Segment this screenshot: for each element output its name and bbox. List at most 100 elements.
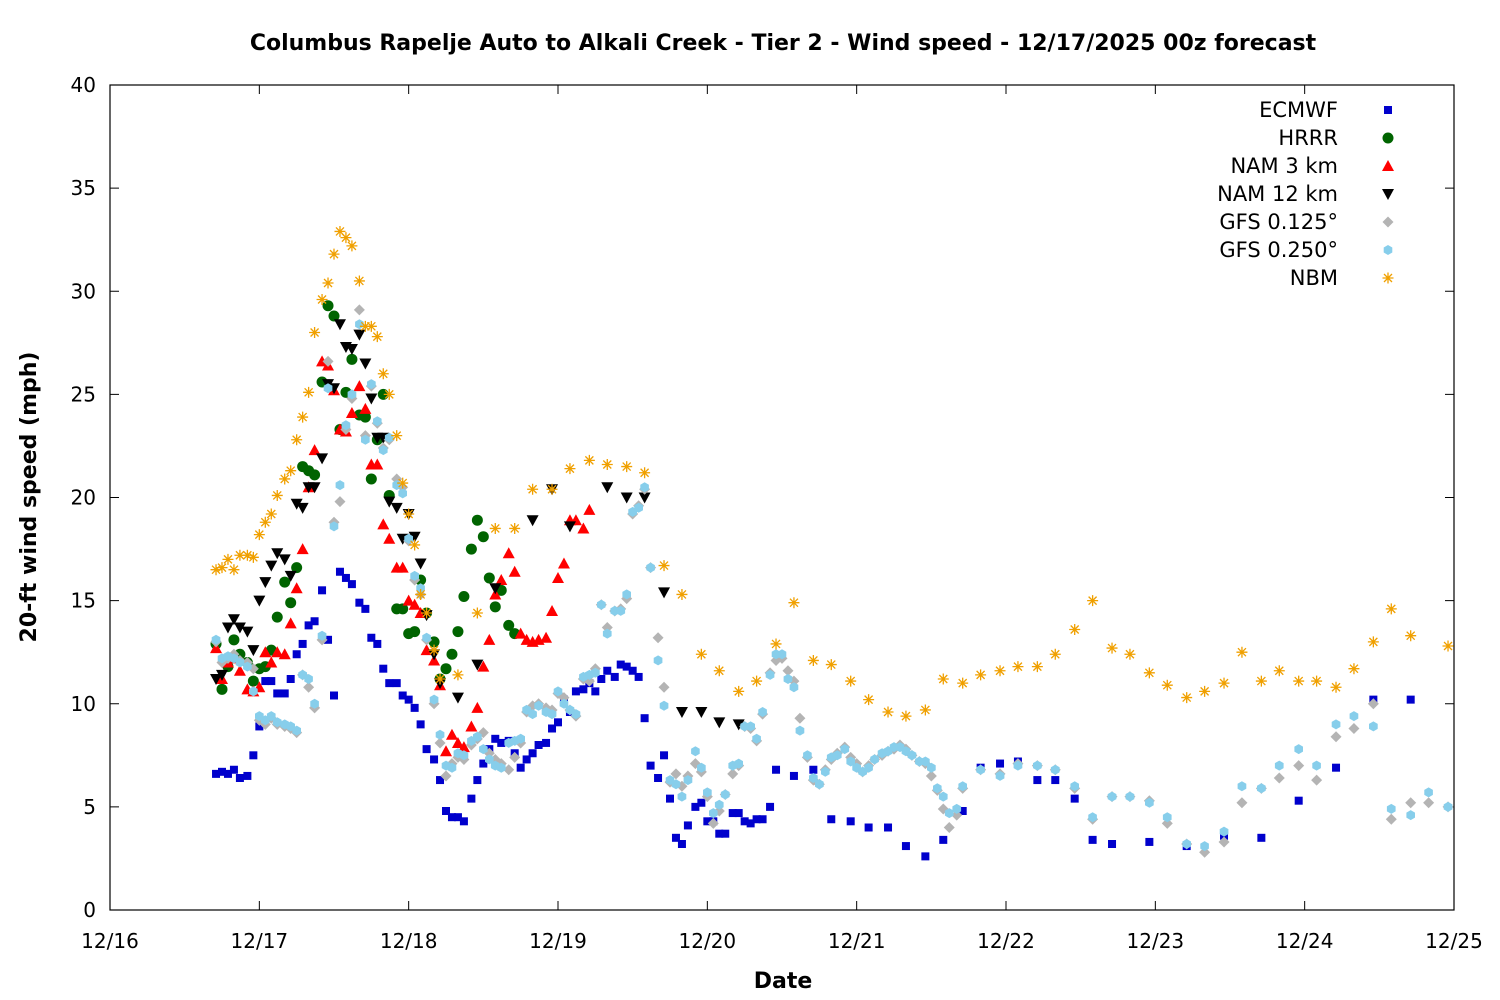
data-point [261,677,270,686]
data-point [976,764,985,775]
data-point [1273,665,1285,677]
data-point [807,654,819,666]
data-point [907,750,917,761]
data-point [278,554,291,566]
data-point [671,833,680,842]
data-point [628,666,637,675]
data-point [1294,744,1303,755]
data-point [502,547,515,559]
data-point [341,420,351,431]
data-point [491,734,500,743]
data-point [557,557,570,569]
data-point [410,703,419,712]
data-point [675,707,688,718]
data-point [1257,783,1266,794]
data-point [415,588,427,600]
data-point [473,776,482,785]
data-point [827,815,836,824]
data-point [1367,698,1379,710]
data-point [290,582,303,594]
data-point [758,815,767,824]
data-point [933,783,942,794]
data-point [882,706,894,718]
data-point [646,761,655,770]
data-point [345,406,358,418]
data-point [471,701,484,713]
data-point [378,445,388,456]
data-point [451,736,464,748]
legend: ECMWF HRRR NAM 3 km NAM 12 km GFS 0.125° GFS … [1217,98,1394,290]
data-point [733,685,745,697]
data-point [658,560,670,572]
data-point [864,823,873,832]
data-point [646,562,655,573]
data-point [639,467,651,479]
data-point [1199,685,1211,697]
data-point [402,594,415,606]
data-point [259,577,272,589]
data-point [691,802,700,811]
data-point [353,304,365,316]
data-point [846,817,855,826]
data-point [285,597,297,609]
data-point [765,669,775,680]
data-point [296,502,309,514]
data-point [1218,677,1230,689]
data-point [703,787,712,798]
data-point [508,565,521,577]
data-point [359,411,371,423]
data-point [335,480,345,491]
data-point [446,648,458,660]
data-point [782,665,794,677]
data-point [265,508,277,520]
data-point [273,689,282,698]
data-point [766,802,775,811]
data-point [571,687,580,696]
data-point [222,553,234,565]
data-point [713,665,725,677]
data-point [303,386,315,398]
data-point [391,430,403,442]
data-point [509,522,521,534]
data-point [397,477,409,489]
data-point [253,529,265,541]
data-point [241,549,253,561]
data-point [660,751,669,760]
data-point [1218,836,1230,848]
x-tick-label: 12/19 [529,929,587,953]
data-point [683,821,692,830]
axis-ticks: 0 5 10 15 20 25 30 35 40 12/16 12/17 12/18 12/19 12/2… [71,73,1483,953]
data-point [846,756,855,767]
data-point [310,617,319,626]
data-point [927,762,936,773]
data-point [746,819,755,828]
data-point [1012,661,1024,673]
data-point [547,709,557,720]
data-point [365,473,377,485]
data-point [216,683,228,695]
data-point [1145,837,1154,846]
data-point [223,769,232,778]
data-point [1219,826,1229,837]
y-tick-label: 5 [83,795,96,819]
data-point [346,240,358,252]
data-point [290,498,303,510]
data-point [392,679,401,688]
data-point [361,434,370,445]
data-point [597,599,606,610]
data-point [234,549,246,561]
data-point [452,669,464,681]
data-point [937,673,949,685]
data-point [691,746,700,757]
data-point [447,813,456,822]
data-point [404,695,413,704]
data-point [1423,797,1435,809]
data-point [597,675,606,683]
data-point [1349,711,1359,722]
data-point [459,817,468,826]
data-point [218,767,226,776]
data-point [410,570,419,581]
data-point [840,744,850,755]
data-point [428,644,440,656]
data-point [714,799,724,810]
